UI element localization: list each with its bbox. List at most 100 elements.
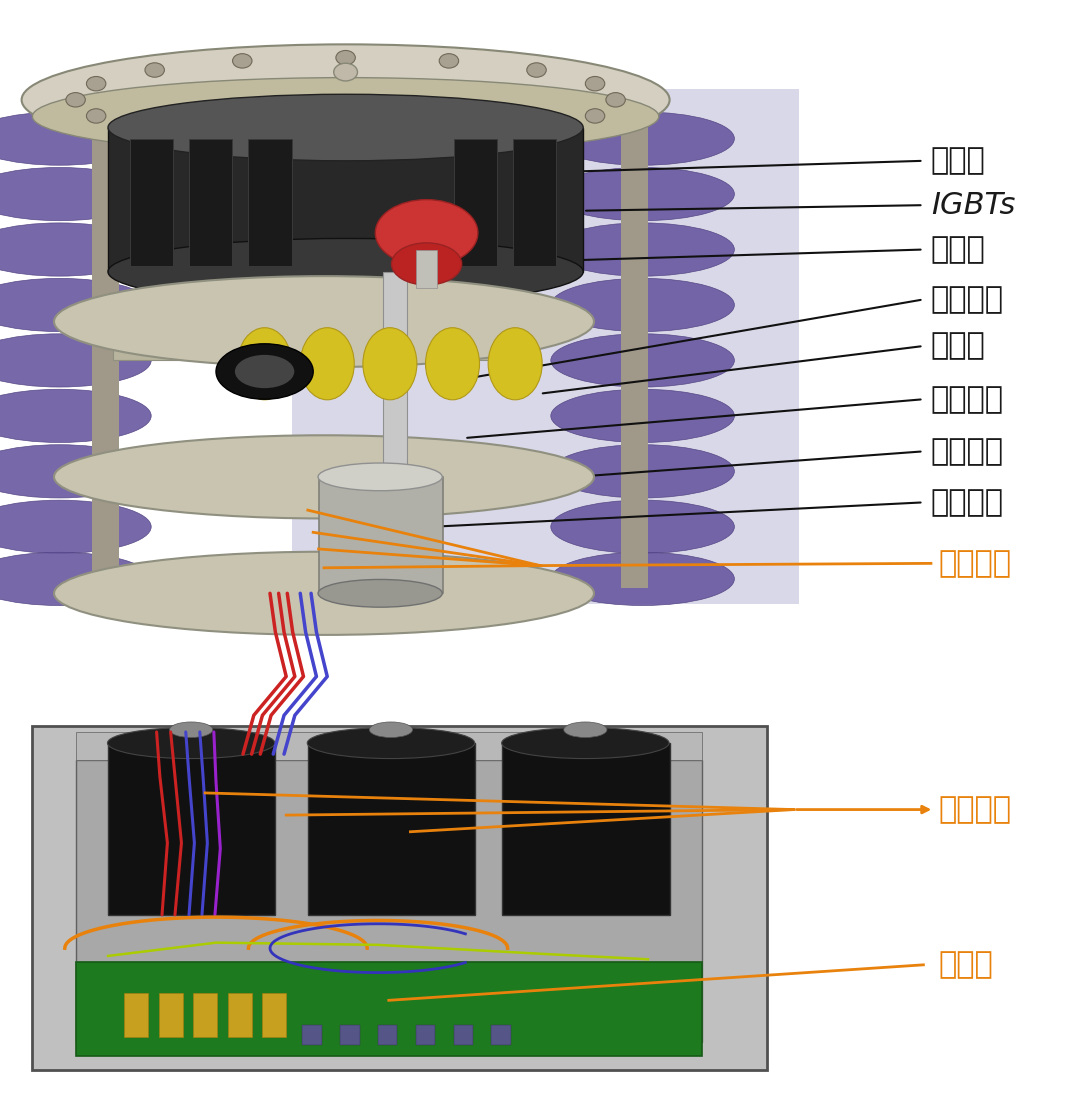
Bar [113,318,535,360]
FancyBboxPatch shape [130,139,173,266]
Ellipse shape [0,445,151,498]
Ellipse shape [336,50,355,64]
Ellipse shape [363,328,417,400]
FancyBboxPatch shape [308,743,475,915]
Ellipse shape [86,77,106,91]
Ellipse shape [488,328,542,400]
Bar [124,993,148,1037]
Text: 绝缘套筒: 绝缘套筒 [931,385,1004,414]
Bar [228,993,252,1037]
Ellipse shape [551,223,734,276]
Bar [340,1025,360,1045]
Ellipse shape [318,464,443,490]
Ellipse shape [238,328,292,400]
Ellipse shape [86,109,106,123]
Bar [621,122,648,588]
Ellipse shape [22,44,670,155]
Ellipse shape [426,328,480,400]
Bar [378,1025,397,1045]
FancyBboxPatch shape [513,139,556,266]
Text: IGBTs: IGBTs [931,191,1015,220]
Text: 永磁机构: 永磁机构 [931,488,1004,517]
Ellipse shape [145,122,164,136]
Bar [454,1025,473,1045]
FancyBboxPatch shape [292,89,799,604]
Ellipse shape [551,500,734,553]
Ellipse shape [440,53,459,68]
Ellipse shape [232,53,252,68]
Bar [491,1025,511,1045]
FancyBboxPatch shape [108,743,275,915]
Text: 绝缘拉杆: 绝缘拉杆 [931,285,1004,314]
Ellipse shape [527,122,546,136]
Bar [319,477,443,593]
FancyBboxPatch shape [248,139,292,266]
Ellipse shape [170,722,213,737]
Text: 斥力线圈: 斥力线圈 [931,437,1004,466]
Text: 出线端: 出线端 [931,332,986,360]
Ellipse shape [585,77,605,91]
FancyBboxPatch shape [189,139,232,266]
Ellipse shape [54,276,594,367]
Ellipse shape [0,167,151,221]
FancyBboxPatch shape [454,139,497,266]
Ellipse shape [551,445,734,498]
Bar [302,1025,322,1045]
FancyBboxPatch shape [32,726,767,1070]
Ellipse shape [108,94,583,161]
Ellipse shape [391,243,462,285]
Ellipse shape [107,728,274,759]
Ellipse shape [0,334,151,387]
Bar [262,993,286,1037]
Text: 驱动单元: 驱动单元 [939,795,1012,824]
FancyBboxPatch shape [76,760,702,1042]
Ellipse shape [0,112,151,165]
Ellipse shape [0,278,151,332]
Ellipse shape [235,355,294,388]
Ellipse shape [527,63,546,78]
Bar [416,1025,435,1045]
Bar [383,272,407,466]
Ellipse shape [54,436,594,519]
Ellipse shape [307,728,475,759]
Ellipse shape [585,109,605,123]
Ellipse shape [232,132,252,146]
FancyBboxPatch shape [502,743,670,915]
Ellipse shape [300,328,354,400]
Text: 控制器: 控制器 [939,950,994,979]
Ellipse shape [0,552,151,606]
Ellipse shape [318,579,443,608]
Ellipse shape [501,728,670,759]
Ellipse shape [440,132,459,146]
Ellipse shape [551,167,734,221]
Ellipse shape [108,238,583,305]
Ellipse shape [0,500,151,553]
Text: 检测单元: 检测单元 [939,549,1012,578]
Bar [159,993,183,1037]
Bar [193,993,217,1037]
Ellipse shape [334,63,357,81]
Ellipse shape [376,200,478,266]
Ellipse shape [216,344,313,399]
Ellipse shape [336,135,355,149]
Bar [416,250,437,288]
Ellipse shape [32,78,659,155]
Ellipse shape [551,552,734,606]
FancyBboxPatch shape [76,962,702,1056]
Ellipse shape [606,92,625,106]
Ellipse shape [369,722,413,737]
Text: 进线端: 进线端 [931,146,986,175]
FancyBboxPatch shape [76,732,702,760]
Ellipse shape [551,389,734,442]
Ellipse shape [564,722,607,737]
Bar [92,122,119,588]
Ellipse shape [551,334,734,387]
Ellipse shape [66,92,85,106]
Ellipse shape [0,389,151,442]
Ellipse shape [0,223,151,276]
Ellipse shape [145,63,164,78]
Ellipse shape [551,278,734,332]
Ellipse shape [551,112,734,165]
Ellipse shape [54,551,594,634]
Bar [108,128,583,272]
